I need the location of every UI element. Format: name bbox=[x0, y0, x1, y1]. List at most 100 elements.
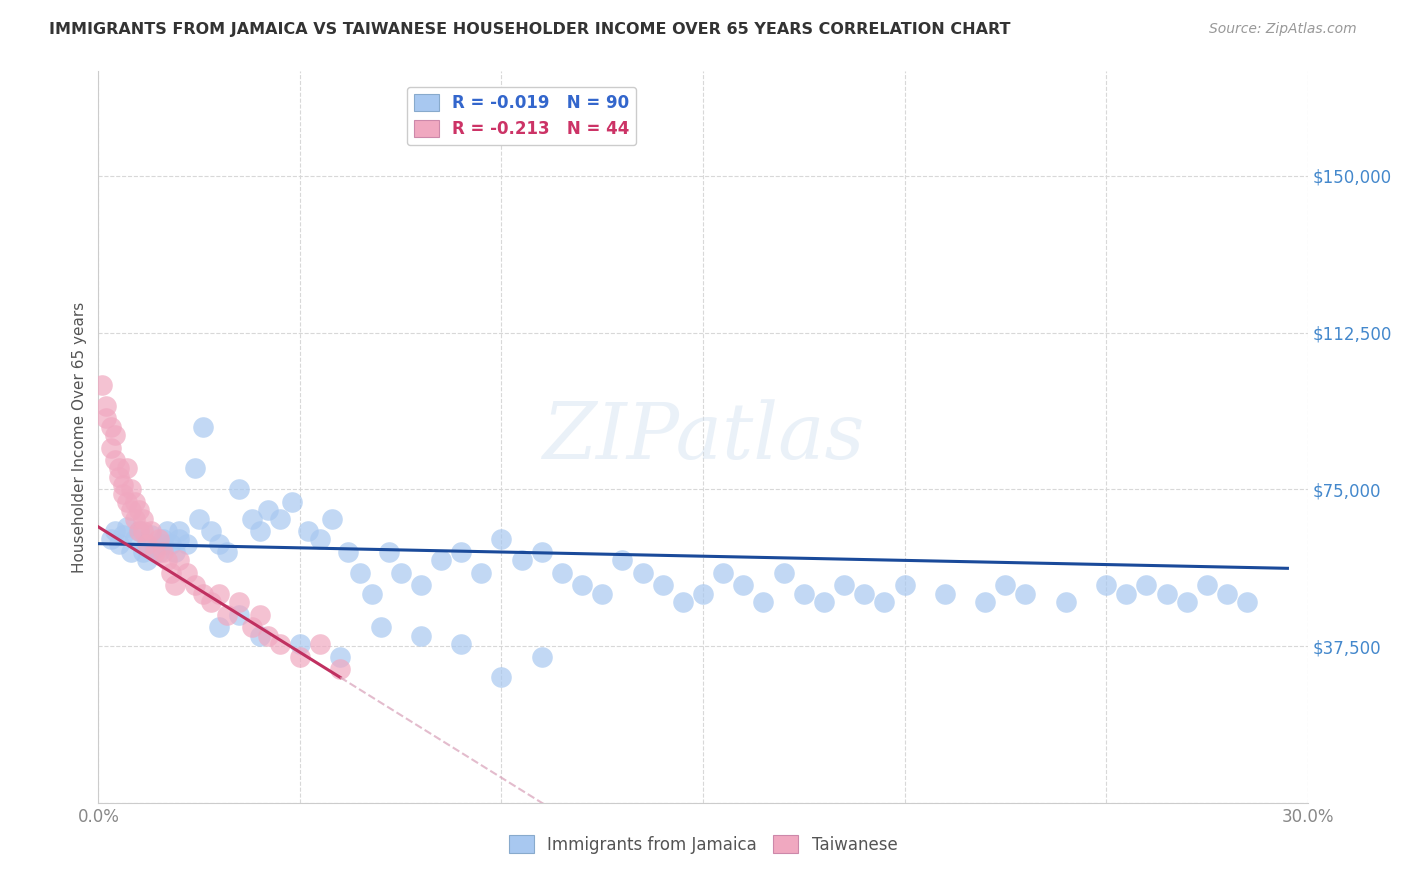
Point bbox=[361, 587, 384, 601]
Point bbox=[200, 595, 222, 609]
Point bbox=[124, 533, 146, 547]
Point bbox=[160, 566, 183, 580]
Point bbox=[409, 578, 432, 592]
Point bbox=[208, 536, 231, 550]
Point bbox=[491, 670, 513, 684]
Point bbox=[994, 578, 1017, 592]
Point bbox=[100, 533, 122, 547]
Text: ZIPatlas: ZIPatlas bbox=[541, 399, 865, 475]
Point bbox=[1014, 587, 1036, 601]
Point bbox=[152, 545, 174, 559]
Legend: Immigrants from Jamaica, Taiwanese: Immigrants from Jamaica, Taiwanese bbox=[502, 829, 904, 860]
Text: IMMIGRANTS FROM JAMAICA VS TAIWANESE HOUSEHOLDER INCOME OVER 65 YEARS CORRELATIO: IMMIGRANTS FROM JAMAICA VS TAIWANESE HOU… bbox=[49, 22, 1011, 37]
Point bbox=[91, 377, 114, 392]
Point bbox=[132, 545, 155, 559]
Point bbox=[148, 545, 170, 559]
Point bbox=[1175, 595, 1198, 609]
Point bbox=[208, 620, 231, 634]
Point bbox=[132, 524, 155, 538]
Point bbox=[631, 566, 654, 580]
Point bbox=[377, 545, 399, 559]
Point bbox=[249, 629, 271, 643]
Point bbox=[510, 553, 533, 567]
Point bbox=[111, 478, 134, 492]
Point bbox=[240, 620, 263, 634]
Point bbox=[217, 607, 239, 622]
Point bbox=[228, 483, 250, 497]
Point bbox=[96, 399, 118, 413]
Point bbox=[167, 553, 190, 567]
Point bbox=[184, 461, 207, 475]
Point bbox=[337, 545, 360, 559]
Point bbox=[389, 566, 412, 580]
Point bbox=[530, 649, 553, 664]
Point bbox=[288, 637, 311, 651]
Point bbox=[349, 566, 371, 580]
Point bbox=[240, 511, 263, 525]
Point bbox=[329, 662, 352, 676]
Point bbox=[470, 566, 492, 580]
Point bbox=[124, 495, 146, 509]
Point bbox=[115, 495, 138, 509]
Point bbox=[711, 566, 734, 580]
Point bbox=[974, 595, 997, 609]
Point bbox=[156, 524, 179, 538]
Point bbox=[152, 536, 174, 550]
Point bbox=[853, 587, 876, 601]
Point bbox=[135, 553, 157, 567]
Point bbox=[163, 578, 186, 592]
Point bbox=[124, 511, 146, 525]
Point bbox=[167, 533, 190, 547]
Point bbox=[132, 511, 155, 525]
Point bbox=[249, 524, 271, 538]
Point bbox=[672, 595, 695, 609]
Point bbox=[288, 649, 311, 664]
Point bbox=[1216, 587, 1239, 601]
Point bbox=[107, 470, 129, 484]
Point bbox=[135, 536, 157, 550]
Point bbox=[107, 461, 129, 475]
Point bbox=[100, 419, 122, 434]
Point bbox=[1054, 595, 1077, 609]
Point bbox=[309, 533, 332, 547]
Point bbox=[228, 607, 250, 622]
Point bbox=[752, 595, 775, 609]
Point bbox=[120, 483, 142, 497]
Point bbox=[733, 578, 755, 592]
Point bbox=[370, 620, 392, 634]
Point bbox=[793, 587, 815, 601]
Point bbox=[111, 528, 134, 542]
Point bbox=[1095, 578, 1118, 592]
Point bbox=[256, 503, 278, 517]
Point bbox=[176, 536, 198, 550]
Point bbox=[1236, 595, 1258, 609]
Point bbox=[135, 536, 157, 550]
Text: Source: ZipAtlas.com: Source: ZipAtlas.com bbox=[1209, 22, 1357, 37]
Point bbox=[450, 637, 472, 651]
Point bbox=[269, 637, 291, 651]
Point bbox=[249, 607, 271, 622]
Point bbox=[329, 649, 352, 664]
Point bbox=[934, 587, 956, 601]
Point bbox=[128, 503, 150, 517]
Point bbox=[1115, 587, 1137, 601]
Point bbox=[103, 453, 125, 467]
Point bbox=[115, 520, 138, 534]
Point bbox=[772, 566, 794, 580]
Point bbox=[143, 541, 166, 555]
Point bbox=[813, 595, 835, 609]
Point bbox=[188, 511, 211, 525]
Point bbox=[143, 545, 166, 559]
Point bbox=[430, 553, 453, 567]
Point bbox=[115, 461, 138, 475]
Point bbox=[832, 578, 855, 592]
Point bbox=[491, 533, 513, 547]
Point bbox=[167, 524, 190, 538]
Point bbox=[612, 553, 634, 567]
Point bbox=[530, 545, 553, 559]
Point bbox=[103, 524, 125, 538]
Point bbox=[139, 524, 162, 538]
Point bbox=[321, 511, 343, 525]
Point bbox=[176, 566, 198, 580]
Point bbox=[148, 533, 170, 547]
